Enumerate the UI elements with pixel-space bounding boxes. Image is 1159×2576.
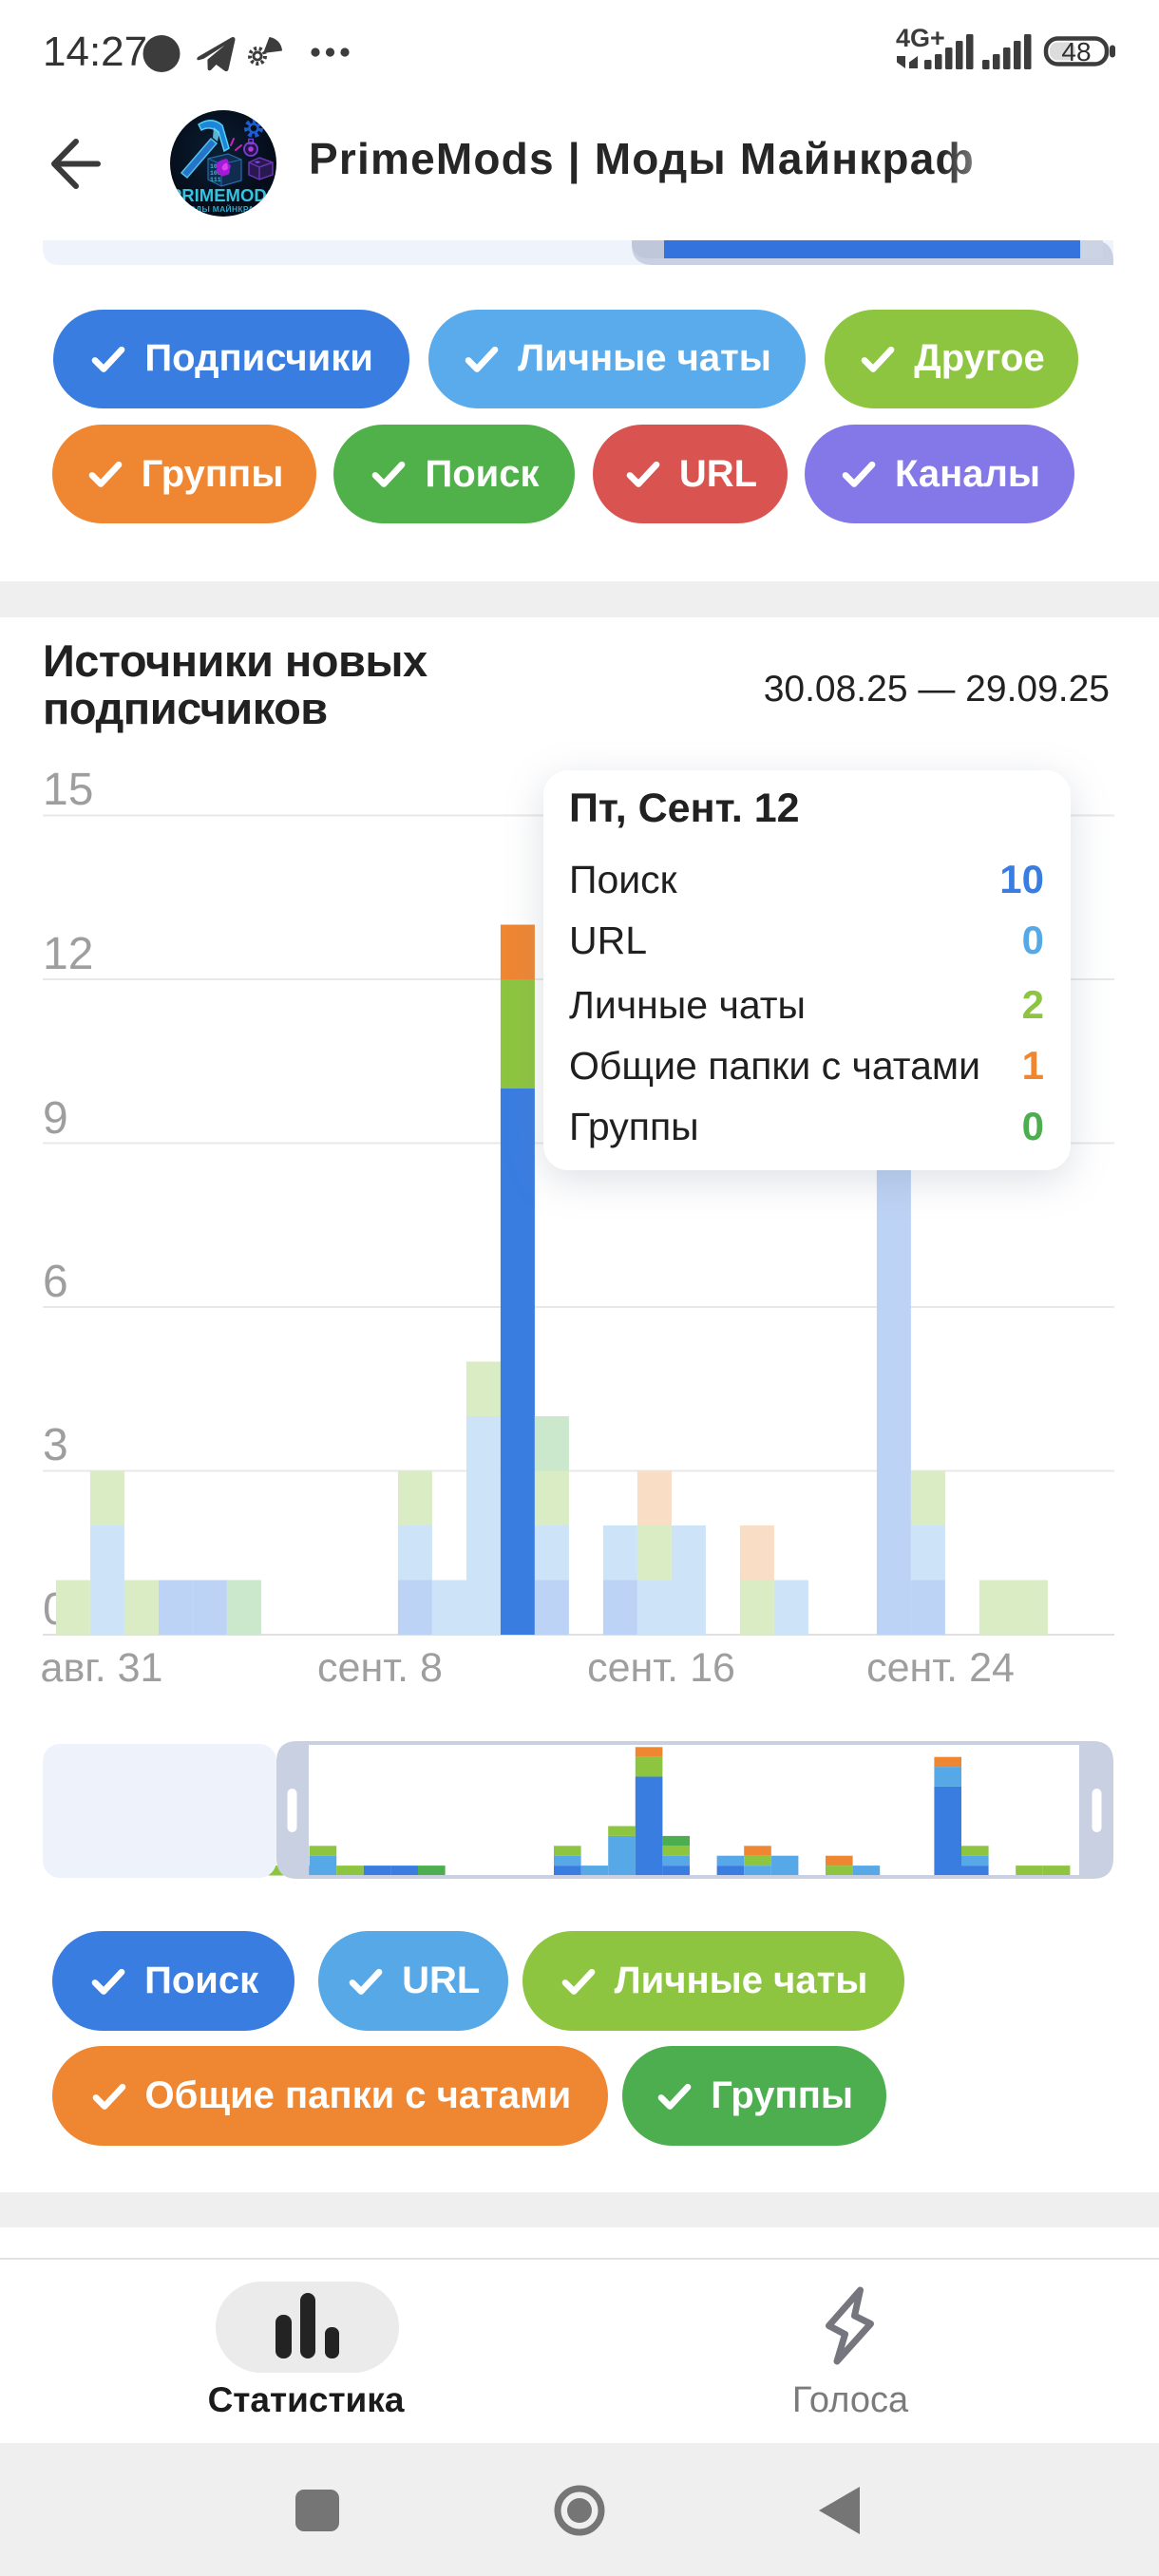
svg-text:101: 101 <box>210 163 221 170</box>
svg-text:100: 100 <box>210 170 221 177</box>
svg-text:PRIMEMODS: PRIMEMODS <box>170 185 278 205</box>
svg-text:МОДЫ МАЙНКРАФТ: МОДЫ МАЙНКРАФТ <box>182 203 267 214</box>
svg-text:111: 111 <box>210 177 221 183</box>
